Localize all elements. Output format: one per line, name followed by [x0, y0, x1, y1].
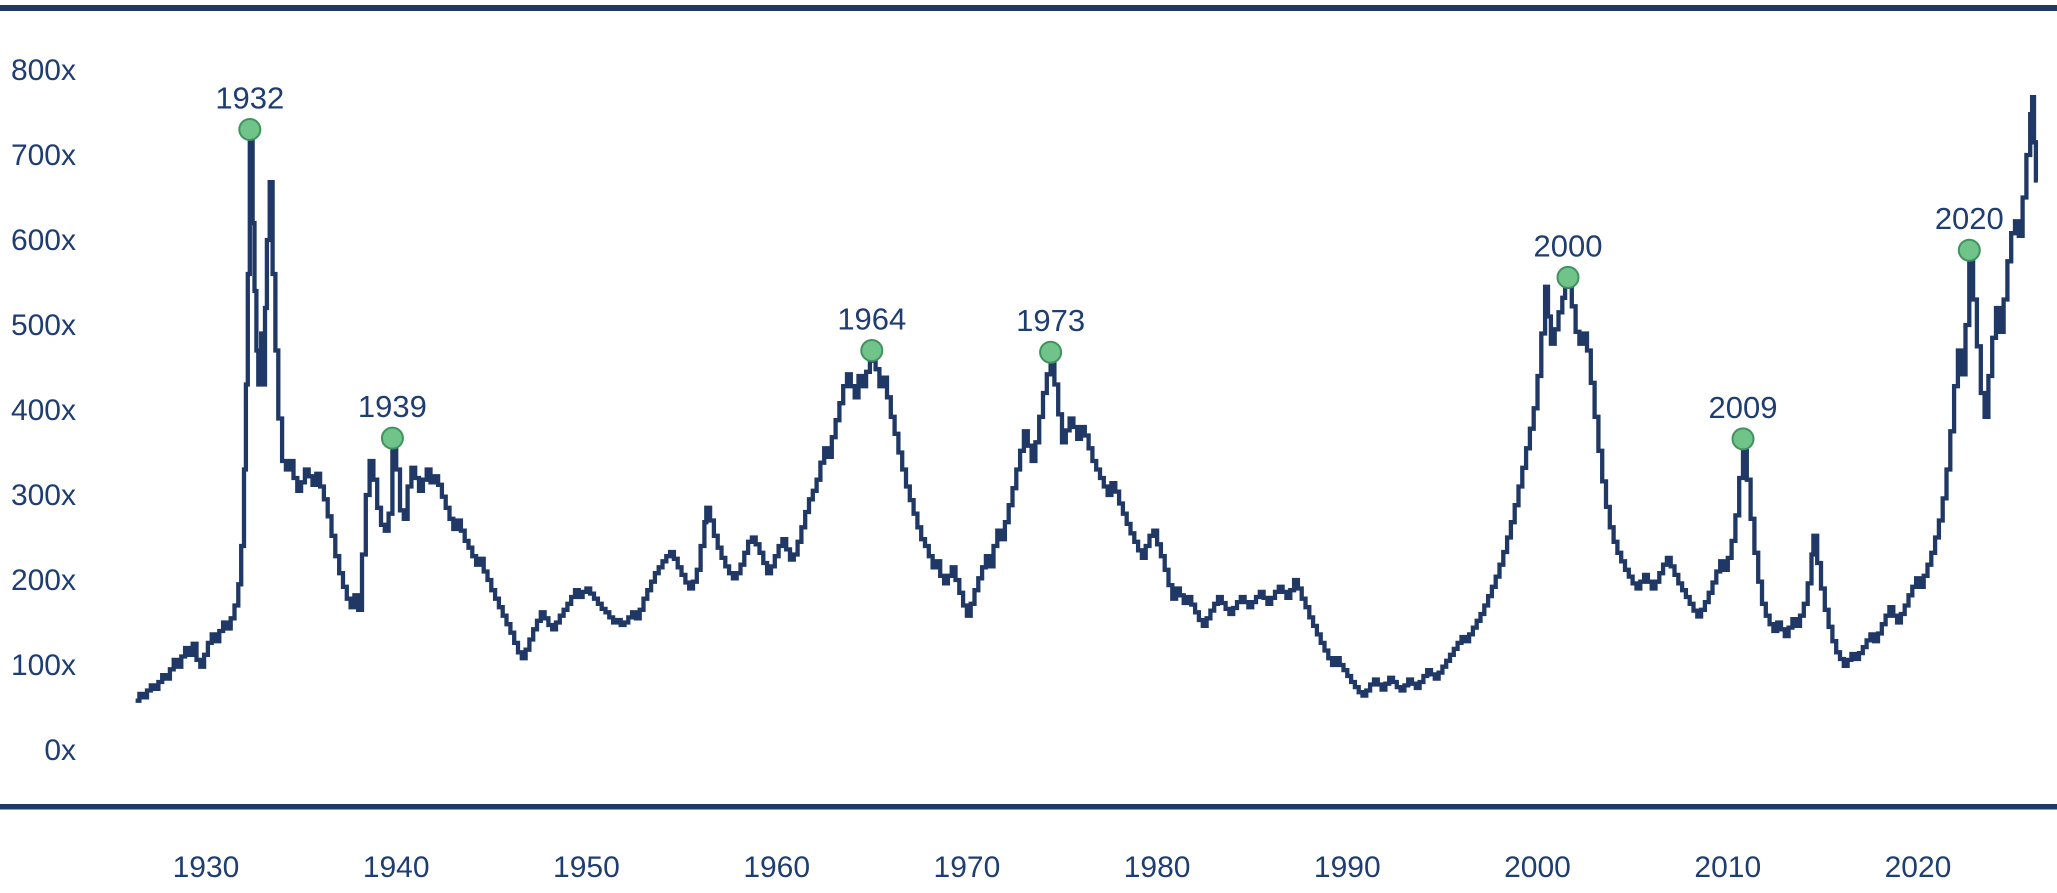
peak-marker-dot — [1556, 265, 1580, 289]
peak-marker-dot — [1039, 340, 1063, 364]
y-tick-label: 0x — [44, 734, 76, 767]
x-tick-label: 1930 — [173, 851, 240, 884]
x-tick-label: 1940 — [363, 851, 430, 884]
peak-year-label: 2000 — [1534, 228, 1603, 263]
x-tick-label: 2020 — [1885, 851, 1952, 884]
ratio-series-line — [135, 95, 2039, 703]
y-tick-label: 200x — [11, 564, 76, 597]
x-axis-line — [0, 804, 2057, 810]
y-tick-label: 100x — [11, 649, 76, 682]
top-rule — [0, 5, 2057, 11]
y-tick-label: 400x — [11, 394, 76, 427]
x-tick-label: 1960 — [743, 851, 810, 884]
x-tick-label: 1980 — [1124, 851, 1191, 884]
x-tick-label: 2000 — [1504, 851, 1571, 884]
x-tick-label: 2010 — [1694, 851, 1761, 884]
peak-marker-dot — [380, 426, 404, 450]
peak-year-label: 1964 — [837, 302, 906, 337]
peak-year-label: 1932 — [215, 81, 284, 116]
peak-marker-dot — [238, 118, 262, 141]
y-tick-label: 700x — [11, 139, 76, 172]
peak-marker-dot — [1957, 238, 1981, 262]
peak-marker-dot — [1731, 427, 1755, 451]
x-tick-label: 1970 — [934, 851, 1001, 884]
peak-marker-dot — [860, 339, 884, 362]
y-tick-label: 600x — [11, 224, 76, 257]
x-tick-label: 1990 — [1314, 851, 1381, 884]
peak-year-label: 2020 — [1935, 201, 2004, 236]
y-tick-label: 500x — [11, 309, 76, 342]
y-tick-label: 800x — [11, 54, 76, 87]
x-tick-label: 1950 — [553, 851, 620, 884]
y-tick-label: 300x — [11, 479, 76, 512]
peak-year-label: 1939 — [358, 389, 427, 424]
peak-year-label: 1973 — [1016, 303, 1085, 338]
peak-year-label: 2009 — [1709, 390, 1778, 425]
